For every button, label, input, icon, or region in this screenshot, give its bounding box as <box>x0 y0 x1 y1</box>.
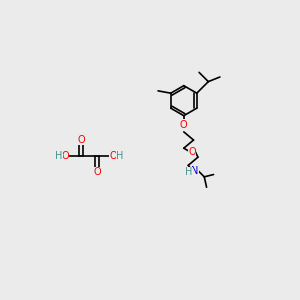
Text: N: N <box>191 166 199 176</box>
Text: H: H <box>55 151 62 161</box>
Text: H: H <box>116 151 124 161</box>
Text: O: O <box>188 147 196 157</box>
Text: O: O <box>61 151 69 161</box>
Text: O: O <box>180 120 188 130</box>
Text: O: O <box>77 135 85 145</box>
Text: H: H <box>185 167 192 177</box>
Text: O: O <box>110 151 117 161</box>
Text: O: O <box>93 167 101 177</box>
